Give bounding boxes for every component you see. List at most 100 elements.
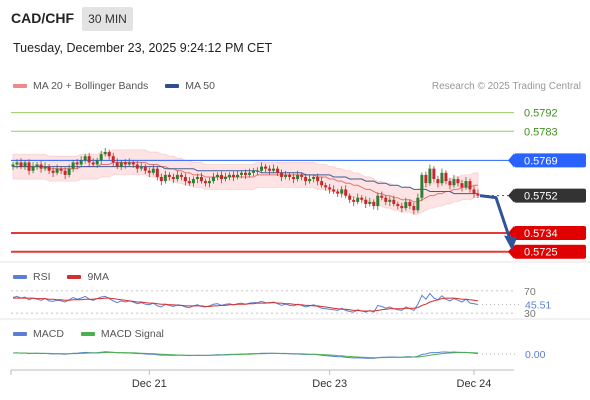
candle-body bbox=[428, 168, 432, 184]
rsi-level-label: 30 bbox=[524, 308, 536, 320]
candle-body bbox=[151, 168, 155, 173]
candle-body bbox=[392, 199, 396, 204]
time-axis-label: Dec 21 bbox=[132, 378, 167, 390]
legend-macd-signal-label: MACD Signal bbox=[100, 328, 164, 340]
candle-body bbox=[280, 172, 284, 177]
candle-body bbox=[336, 191, 340, 194]
candle-body bbox=[195, 176, 199, 180]
legend-rsi-label: RSI bbox=[33, 271, 51, 283]
candle-body bbox=[380, 195, 384, 198]
candle-body bbox=[19, 162, 23, 167]
candle-body bbox=[364, 199, 368, 204]
rsi-ma-line bbox=[13, 297, 479, 312]
candle-body bbox=[15, 162, 19, 165]
rsi-level-label: 70 bbox=[524, 286, 536, 298]
candle-body bbox=[368, 201, 372, 204]
legend-ma20-label: MA 20 + Bollinger Bands bbox=[33, 80, 149, 92]
candle-body bbox=[99, 154, 103, 161]
macd-panel: 0.00 bbox=[12, 349, 546, 361]
candle-body bbox=[35, 164, 39, 167]
price-panel: 0.5792 0.5783 0.5769 0.5752 0.5734 0.5725 bbox=[11, 108, 586, 259]
candle-body bbox=[472, 189, 476, 194]
candle-body bbox=[119, 162, 123, 167]
candle-body bbox=[412, 206, 416, 211]
candle-body bbox=[47, 166, 51, 171]
candle-body bbox=[219, 174, 223, 180]
candle-body bbox=[227, 174, 231, 177]
timeframe-badge[interactable]: 30 MIN bbox=[82, 7, 133, 31]
legend-rsi-ma-label: 9MA bbox=[87, 271, 110, 283]
legend-ma50: MA 50 bbox=[165, 80, 215, 92]
bollinger-band bbox=[12, 149, 479, 215]
candle-body bbox=[147, 170, 151, 173]
candle-body bbox=[352, 199, 356, 202]
legend-ma50-label: MA 50 bbox=[185, 80, 215, 92]
candle-body bbox=[476, 193, 480, 196]
projection-arrow bbox=[479, 194, 512, 241]
level-label-support: 0.5734 bbox=[524, 228, 558, 240]
candle-body bbox=[67, 168, 71, 175]
candle-body bbox=[43, 166, 47, 169]
candle-body bbox=[223, 176, 227, 180]
candle-body bbox=[300, 174, 304, 177]
rsi-line bbox=[12, 292, 479, 313]
candle-body bbox=[207, 181, 211, 184]
macd-legend: MACD MACD Signal bbox=[13, 328, 178, 340]
candle-body bbox=[27, 162, 31, 171]
level-label-resistance: 0.5792 bbox=[524, 108, 558, 120]
candle-body bbox=[123, 162, 127, 165]
candle-body bbox=[356, 197, 360, 202]
macd-signal-line bbox=[13, 351, 479, 359]
candle-body bbox=[135, 164, 139, 169]
candle-body bbox=[159, 176, 163, 182]
rsi-current-label: 45.51 bbox=[525, 300, 551, 312]
candle-body bbox=[424, 174, 428, 184]
candle-body bbox=[244, 172, 247, 175]
candle-body bbox=[31, 166, 35, 171]
projection-arrow-head bbox=[504, 235, 517, 251]
candle-body bbox=[203, 181, 207, 184]
legend-ma20: MA 20 + Bollinger Bands bbox=[13, 80, 148, 92]
candle-body bbox=[312, 176, 316, 180]
candle-body bbox=[211, 176, 215, 182]
candle-body bbox=[396, 203, 400, 207]
candle-body bbox=[288, 174, 292, 177]
candle-body bbox=[416, 197, 420, 211]
research-credit: Research © 2025 Trading Central bbox=[431, 81, 581, 92]
legend-rsi: RSI bbox=[13, 271, 51, 283]
candle-body bbox=[292, 176, 296, 180]
candle-body bbox=[308, 179, 312, 182]
candle-body bbox=[332, 189, 336, 192]
candle-body bbox=[440, 172, 444, 184]
candle-body bbox=[155, 168, 159, 177]
level-tag-last bbox=[514, 188, 586, 203]
level-label-pivot: 0.5769 bbox=[524, 155, 558, 167]
candle-body bbox=[304, 176, 308, 182]
candle-body bbox=[260, 166, 264, 171]
candle-body bbox=[55, 168, 59, 173]
candle-body bbox=[103, 152, 107, 155]
legend-macd: MACD bbox=[13, 328, 64, 340]
candle-body bbox=[316, 176, 320, 182]
candle-body bbox=[432, 168, 436, 180]
candle-body bbox=[179, 174, 183, 177]
level-tag-pointer bbox=[508, 153, 514, 168]
level-tag-support bbox=[514, 226, 586, 241]
level-tag-pointer bbox=[508, 226, 514, 241]
candle-body bbox=[79, 160, 83, 165]
candle-body bbox=[324, 185, 328, 188]
candle-body bbox=[464, 181, 468, 188]
candle-body bbox=[183, 176, 187, 182]
candle-body bbox=[59, 168, 63, 171]
candle-body bbox=[252, 170, 256, 173]
candle-body bbox=[460, 183, 464, 188]
chart-header: CAD/CHF 30 MIN bbox=[0, 0, 590, 36]
candle-body bbox=[284, 174, 288, 177]
macd-signal-swatch bbox=[80, 332, 95, 337]
candle-body bbox=[143, 166, 147, 171]
legend-macd-signal: MACD Signal bbox=[80, 328, 164, 340]
main-legend: MA 20 + Bollinger Bands MA 50 bbox=[13, 80, 229, 92]
candle-body bbox=[95, 160, 99, 165]
